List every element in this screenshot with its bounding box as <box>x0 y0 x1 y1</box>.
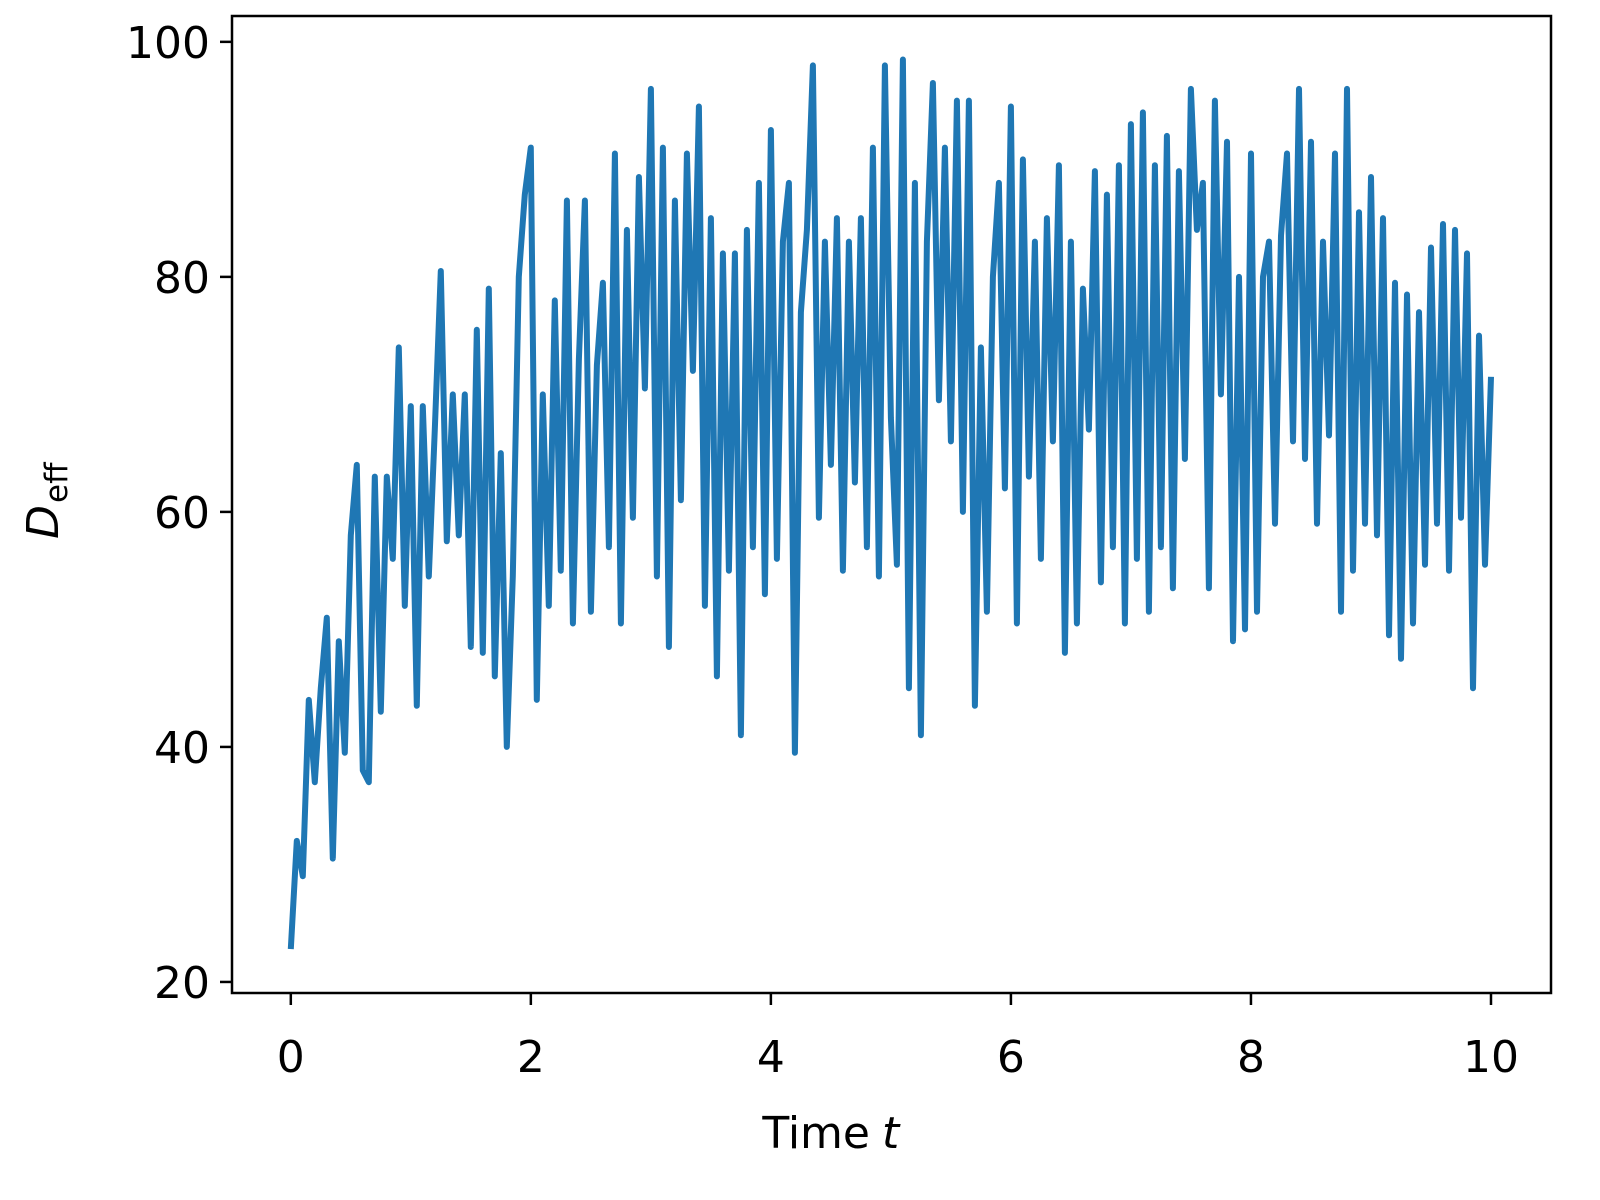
x-tick-label: 2 <box>517 1032 545 1083</box>
data-line <box>287 56 1494 950</box>
x-tick-label: 4 <box>757 1032 785 1083</box>
y-axis-label: D eff <box>18 462 75 539</box>
y-tick-label: 60 <box>154 488 210 539</box>
x-tick-label: 8 <box>1237 1032 1265 1083</box>
y-axis-label-main: D <box>18 505 69 539</box>
y-tick-label: 80 <box>154 253 210 304</box>
x-axis-label-var: t <box>882 1108 901 1159</box>
y-tick-label: 20 <box>154 958 210 1009</box>
plot-frame <box>230 14 1553 995</box>
y-tick-label: 100 <box>126 18 210 69</box>
x-tick-label: 10 <box>1463 1032 1519 1083</box>
y-axis-label-sub: eff <box>39 462 75 503</box>
x-tick-label: 6 <box>997 1032 1025 1083</box>
y-tick-label: 40 <box>154 723 210 774</box>
x-axis-label: Time <box>761 1108 870 1159</box>
x-tick-label: 0 <box>277 1032 305 1083</box>
